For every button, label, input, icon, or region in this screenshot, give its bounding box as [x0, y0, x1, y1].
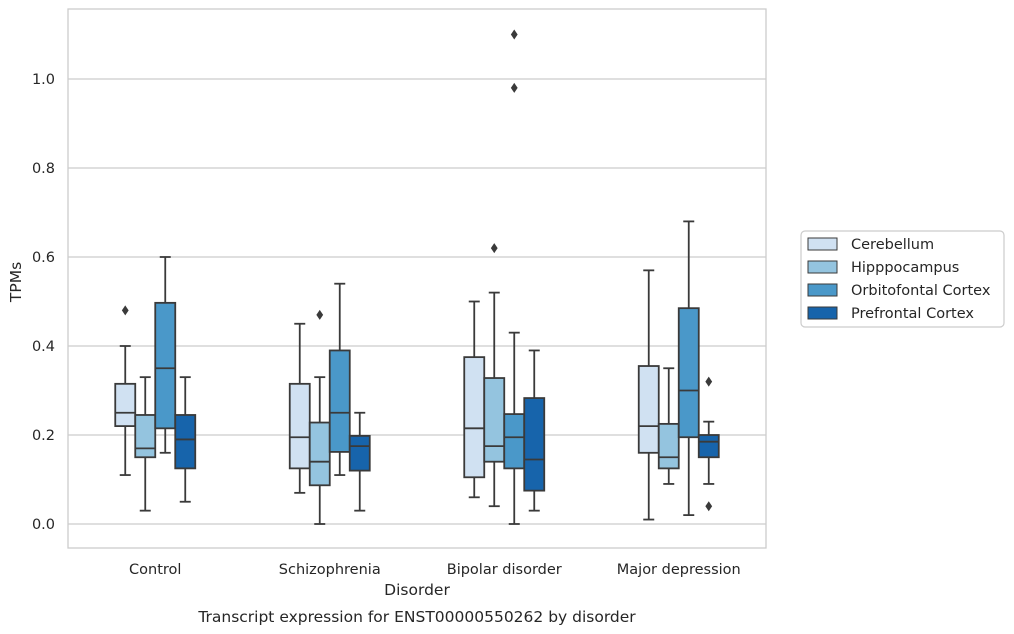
x-tick-label: Schizophrenia [279, 562, 381, 578]
x-axis-title: Disorder [384, 581, 450, 599]
x-axis-ticks: Control Schizophrenia Bipolar disorder Majo… [129, 562, 741, 578]
outlier-point [490, 243, 498, 254]
outlier-point [705, 501, 713, 512]
box-body [328, 349, 351, 453]
y-axis-ticks: 0.0 0.2 0.4 0.6 0.8 1.0 [32, 72, 55, 533]
box-body [677, 307, 700, 439]
box-orbitofontal-cortex [328, 282, 351, 476]
box-prefrontal-cortex [697, 376, 720, 512]
box-prefrontal-cortex [348, 411, 371, 512]
x-tick-label: Bipolar disorder [447, 562, 562, 578]
outlier-point [121, 305, 129, 316]
box-cerebellum [637, 269, 660, 521]
box-body [503, 413, 526, 470]
x-tick-label: Major depression [617, 562, 741, 578]
outlier-point [705, 376, 713, 387]
legend-swatch [807, 237, 838, 251]
outlier-point [510, 29, 518, 40]
box-body [114, 382, 137, 428]
box-plot-marks [114, 29, 720, 525]
y-tick-label: 1.0 [32, 72, 55, 88]
plot-frame [67, 8, 767, 549]
box-body [308, 421, 331, 487]
x-tick-label: Control [129, 562, 181, 578]
box-prefrontal-cortex [523, 349, 546, 512]
legend-label: Orbitofontal Cortex [851, 283, 991, 299]
y-tick-label: 0.8 [32, 161, 55, 177]
box-cerebellum [463, 300, 486, 499]
box-body [483, 377, 506, 463]
y-tick-label: 0.4 [32, 339, 55, 355]
box-body [174, 414, 197, 470]
box-cerebellum [288, 322, 311, 494]
y-tick-label: 0.6 [32, 250, 55, 266]
y-tick-label: 0.2 [32, 428, 55, 444]
box-orbitofontal-cortex [503, 29, 526, 525]
box-prefrontal-cortex [174, 376, 197, 503]
box-body [697, 434, 720, 459]
box-hipppocampus [483, 243, 506, 508]
chart-caption: Transcript expression for ENST0000055026… [197, 608, 636, 626]
legend-label: Cerebellum [851, 237, 934, 253]
box-body [288, 382, 311, 470]
box-hipppocampus [134, 376, 157, 512]
y-axis-title: TPMs [7, 262, 25, 303]
legend-swatch [807, 260, 838, 274]
outlier-point [316, 309, 324, 320]
legend: Cerebellum Hipppocampus Orbitofontal Corte… [800, 230, 1005, 328]
outlier-point [510, 82, 518, 93]
box-body [523, 397, 546, 492]
legend-label: Prefrontal Cortex [851, 306, 974, 322]
box-orbitofontal-cortex [154, 256, 177, 454]
y-tick-label: 0.0 [32, 517, 55, 533]
box-body [154, 301, 177, 430]
box-cerebellum [114, 305, 137, 476]
box-body [637, 365, 660, 454]
box-orbitofontal-cortex [677, 220, 700, 516]
legend-swatch [807, 283, 838, 297]
box-body [657, 422, 680, 470]
box-body [348, 434, 371, 472]
legend-label: Hipppocampus [851, 260, 959, 276]
legend-swatch [807, 306, 838, 320]
legend-frame [800, 230, 1005, 328]
box-hipppocampus [657, 367, 680, 485]
box-body [463, 356, 486, 479]
box-hipppocampus [308, 309, 331, 525]
box-body [134, 414, 157, 459]
